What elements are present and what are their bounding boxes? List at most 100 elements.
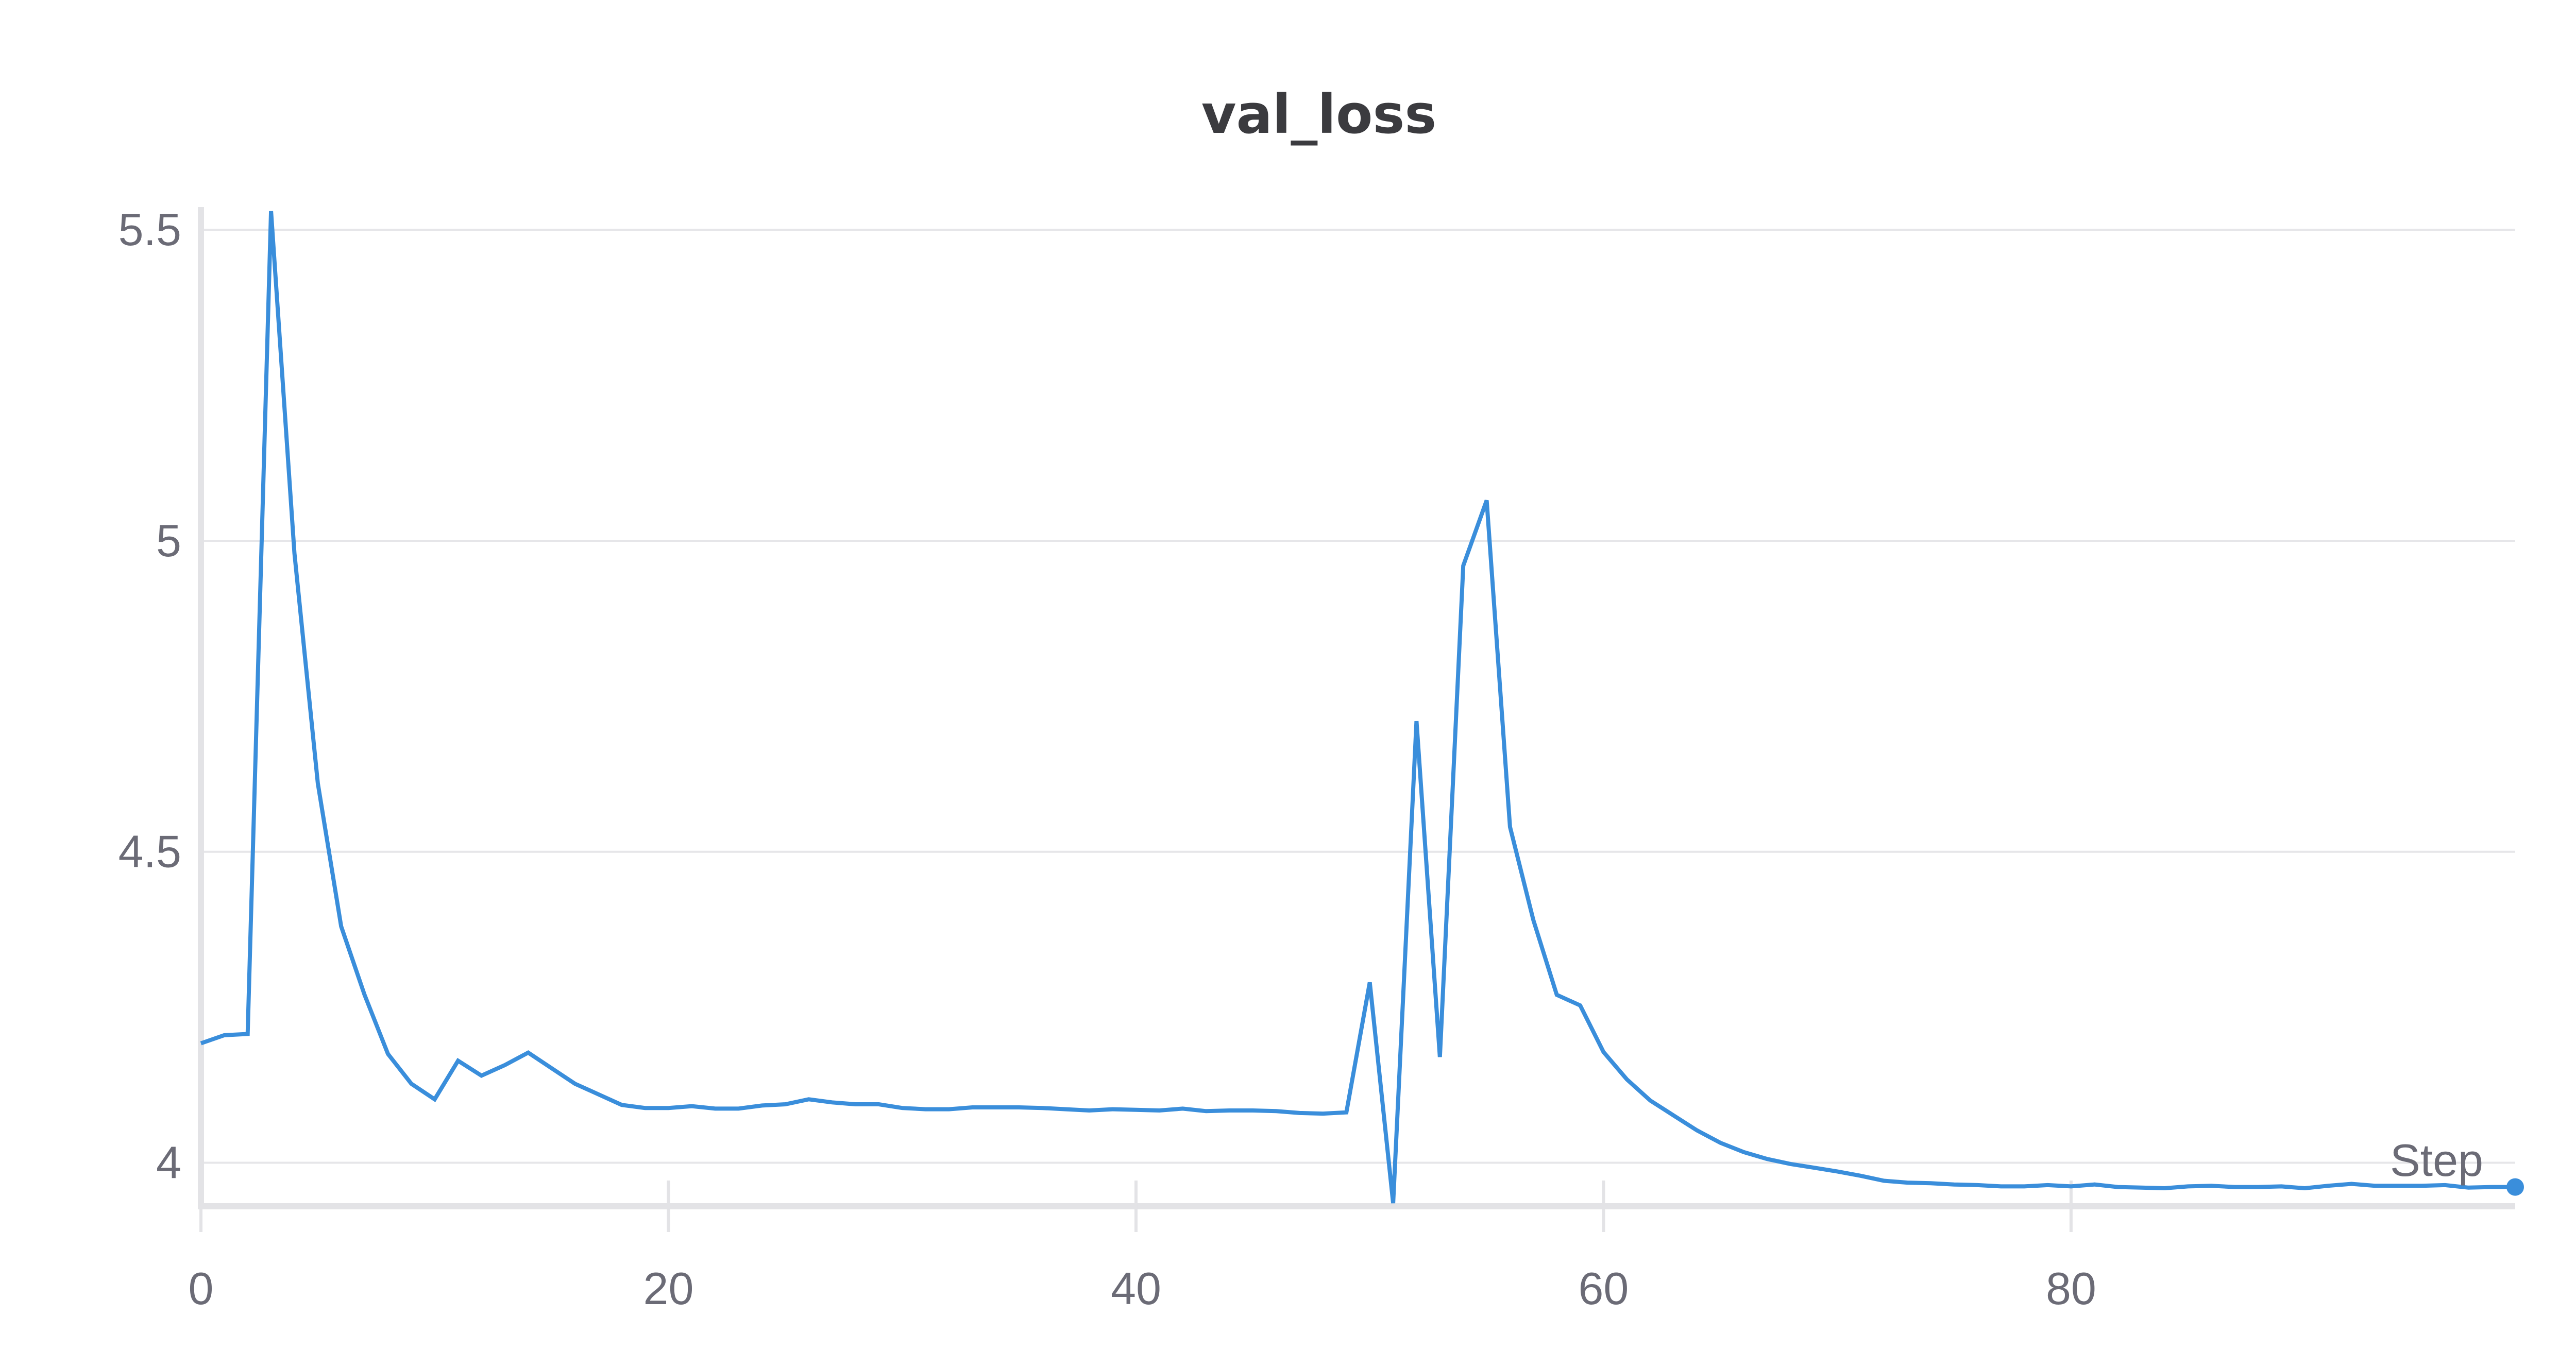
data-point xyxy=(199,1041,203,1046)
data-point xyxy=(1695,1128,1699,1133)
data-point xyxy=(807,1097,811,1101)
data-point xyxy=(246,1032,250,1036)
data-point xyxy=(2233,1185,2237,1189)
data-point xyxy=(1555,993,1559,997)
data-point xyxy=(1368,980,1372,984)
data-point xyxy=(1274,1109,1278,1113)
data-point xyxy=(1859,1174,1863,1178)
series-line xyxy=(200,211,2515,1204)
data-point xyxy=(573,1082,577,1086)
data-point xyxy=(1251,1108,1255,1113)
data-point xyxy=(2139,1186,2143,1190)
data-point xyxy=(1578,1003,1582,1007)
data-point xyxy=(2349,1182,2353,1186)
x-axis-ticks: 0 20 40 60 80 xyxy=(189,1181,2096,1314)
data-point xyxy=(1391,1201,1395,1205)
data-point xyxy=(1882,1178,1886,1183)
data-point xyxy=(760,1103,764,1107)
data-point xyxy=(2186,1184,2190,1188)
data-point xyxy=(1321,1112,1325,1116)
data-point xyxy=(1625,1078,1629,1082)
data-point xyxy=(363,993,367,997)
data-point xyxy=(1531,918,1535,922)
data-point xyxy=(970,1105,974,1109)
data-point xyxy=(222,1033,226,1037)
data-point xyxy=(783,1102,787,1106)
data-point xyxy=(853,1102,857,1106)
data-point xyxy=(924,1107,928,1112)
data-point xyxy=(1157,1108,1161,1113)
data-point xyxy=(1485,498,1489,502)
x-tick-label: 60 xyxy=(1578,1263,1629,1314)
data-point xyxy=(2046,1183,2050,1187)
data-point xyxy=(550,1066,554,1070)
data-point xyxy=(1227,1108,1231,1113)
data-point xyxy=(666,1106,670,1110)
data-point xyxy=(1812,1166,1816,1170)
data-point xyxy=(2092,1183,2096,1187)
data-point xyxy=(877,1102,881,1106)
data-point xyxy=(1438,1055,1442,1059)
data-point xyxy=(2326,1184,2330,1188)
data-point xyxy=(713,1106,717,1110)
data-point xyxy=(503,1063,507,1067)
data-point xyxy=(1975,1183,1979,1187)
data-point xyxy=(1835,1169,1839,1173)
data-point xyxy=(830,1100,834,1104)
x-tick-label: 40 xyxy=(1111,1263,1161,1314)
data-point xyxy=(2490,1185,2494,1189)
x-axis-label: Step xyxy=(2390,1135,2483,1186)
data-point xyxy=(1999,1184,2003,1188)
data-point xyxy=(1765,1157,1769,1161)
data-point xyxy=(994,1105,998,1109)
data-point xyxy=(1461,563,1465,568)
data-point xyxy=(1111,1107,1115,1112)
data-point xyxy=(2022,1184,2026,1188)
data-point xyxy=(1298,1111,1302,1115)
data-point xyxy=(596,1092,600,1097)
data-point xyxy=(2303,1186,2307,1190)
data-point xyxy=(316,781,320,785)
data-point xyxy=(620,1103,624,1107)
y-tick-label: 4 xyxy=(156,1137,181,1188)
data-point xyxy=(456,1058,460,1063)
data-point xyxy=(433,1097,437,1101)
data-point xyxy=(386,1052,390,1056)
axes xyxy=(198,207,2515,1209)
data-point xyxy=(2069,1184,2073,1188)
data-point xyxy=(292,551,296,555)
data-point xyxy=(1040,1106,1044,1110)
last-point-marker xyxy=(2506,1178,2524,1196)
data-point xyxy=(2373,1184,2377,1188)
y-tick-label: 5.5 xyxy=(118,204,181,255)
data-point xyxy=(1134,1108,1138,1112)
data-point xyxy=(2256,1185,2260,1189)
grid-lines xyxy=(201,229,2515,1164)
series-layer xyxy=(199,211,2524,1205)
data-point xyxy=(947,1107,951,1112)
data-point xyxy=(1601,1050,1605,1054)
data-point xyxy=(339,925,343,929)
y-tick-label: 5 xyxy=(156,515,181,566)
data-point xyxy=(1742,1150,1746,1154)
y-axis-ticks: 4 4.5 5 5.5 xyxy=(118,204,181,1188)
data-point xyxy=(2466,1186,2470,1190)
data-point xyxy=(1087,1108,1091,1113)
data-point xyxy=(2162,1186,2166,1190)
data-point xyxy=(643,1106,647,1110)
data-point xyxy=(737,1106,741,1110)
chart-title: val_loss xyxy=(1201,83,1437,146)
data-point xyxy=(1064,1107,1068,1112)
data-point xyxy=(1204,1109,1208,1113)
data-point xyxy=(690,1104,694,1108)
data-point xyxy=(1905,1181,1909,1185)
data-point xyxy=(1344,1110,1348,1115)
data-point xyxy=(1952,1183,1956,1187)
x-tick-label: 0 xyxy=(189,1263,214,1314)
data-point xyxy=(1017,1105,1021,1109)
data-point xyxy=(1672,1114,1676,1118)
data-point xyxy=(1414,719,1418,723)
data-point xyxy=(1718,1141,1722,1145)
data-point xyxy=(526,1051,530,1055)
